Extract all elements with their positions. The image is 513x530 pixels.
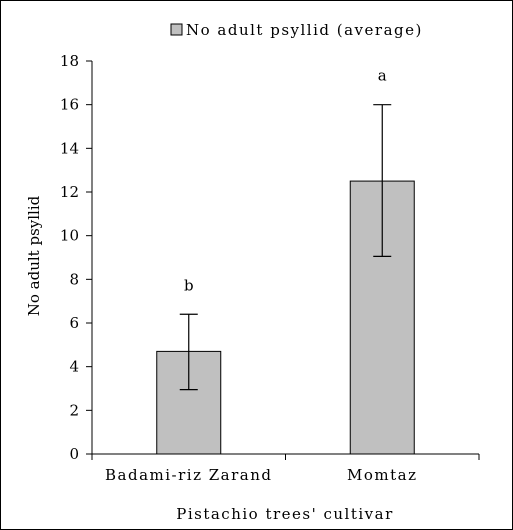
error-bars [179,104,392,391]
category-label-2: Momtaz [347,466,418,484]
y-tick-label: 14 [60,139,79,157]
category-labels: Badami-riz Zarand Momtaz [105,466,418,484]
x-axis-title: Pistachio trees' cultivar [176,505,394,523]
category-label-1: Badami-riz Zarand [105,466,272,484]
legend: No adult psyllid (average) [170,21,423,39]
y-tick-label: 16 [60,96,79,114]
x-ticks [91,454,480,460]
y-tick-label: 12 [60,183,79,201]
y-tick-label: 4 [69,358,79,376]
significance-label-1: b [184,276,194,294]
y-tick-label: 2 [69,401,79,419]
y-tick-label: 10 [60,227,79,245]
y-tick-label: 6 [69,314,79,332]
legend-swatch [170,23,183,36]
error-bar-2 [373,104,392,258]
legend-label: No adult psyllid (average) [186,21,423,39]
y-axis-title: No adult psyllid [25,195,43,316]
y-tick-label: 8 [69,270,79,288]
y-ticks: 0 2 4 6 8 10 12 14 16 18 [60,52,92,463]
error-bar-1 [179,313,198,391]
y-tick-label: 18 [60,52,79,70]
bars [156,180,415,455]
significance-labels: ba [184,67,387,295]
significance-label-2: a [378,67,387,85]
y-tick-label: 0 [69,445,79,463]
